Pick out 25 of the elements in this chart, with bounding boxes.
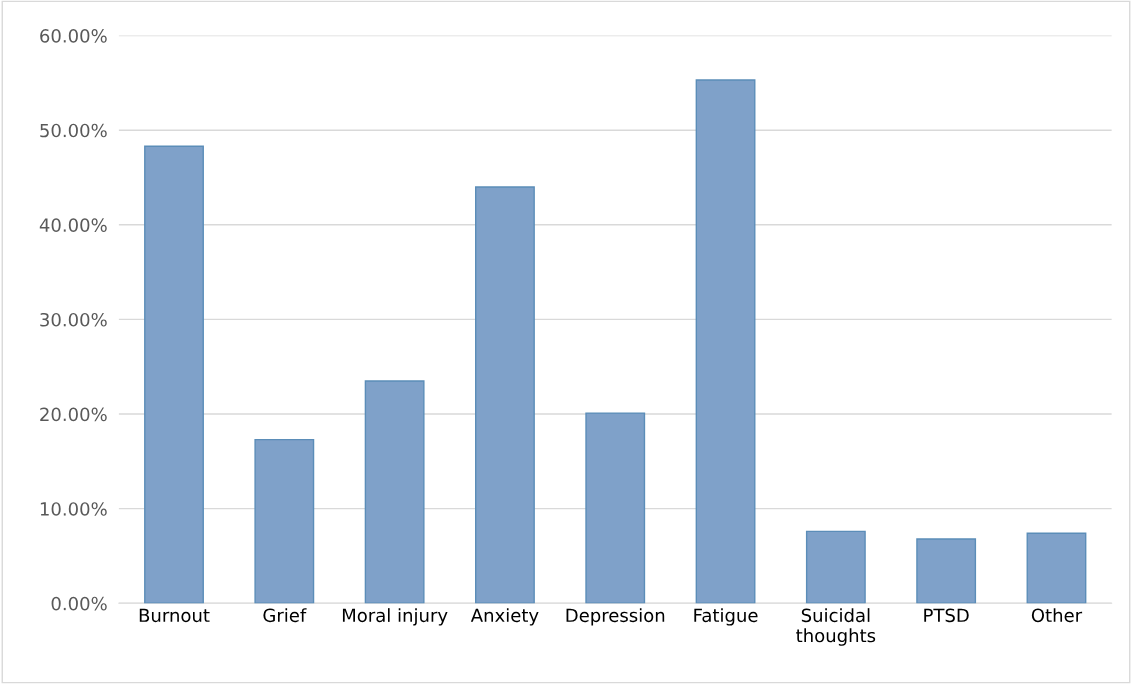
y-tick-label: 50.00% bbox=[40, 123, 107, 138]
bar bbox=[144, 145, 204, 604]
bar bbox=[1026, 532, 1087, 604]
x-tick-label: Suicidal thoughts bbox=[796, 608, 876, 646]
bar bbox=[585, 412, 646, 604]
bar bbox=[695, 79, 756, 604]
y-tick-label: 0.00% bbox=[51, 596, 107, 611]
x-tick-label: Moral injury bbox=[342, 608, 448, 626]
bar bbox=[916, 538, 977, 604]
x-tick-label: Fatigue bbox=[694, 608, 758, 626]
y-tick-label: 60.00% bbox=[40, 29, 107, 43]
y-tick-label: 10.00% bbox=[40, 502, 107, 516]
x-tick-label: PTSD bbox=[924, 608, 969, 623]
bar bbox=[805, 530, 866, 604]
y-tick-label: 30.00% bbox=[40, 312, 107, 327]
bar bbox=[254, 438, 315, 604]
x-tick-label: Grief bbox=[263, 608, 307, 623]
x-tick-label: Burnout bbox=[139, 608, 210, 623]
bar bbox=[364, 380, 425, 604]
x-tick-label: Depression bbox=[566, 608, 665, 626]
bar bbox=[475, 186, 535, 604]
x-tick-label: Other bbox=[1031, 608, 1083, 623]
y-tick-label: 20.00% bbox=[40, 407, 107, 422]
x-tick-label: Anxiety bbox=[470, 608, 539, 626]
y-tick-label: 40.00% bbox=[39, 218, 107, 232]
